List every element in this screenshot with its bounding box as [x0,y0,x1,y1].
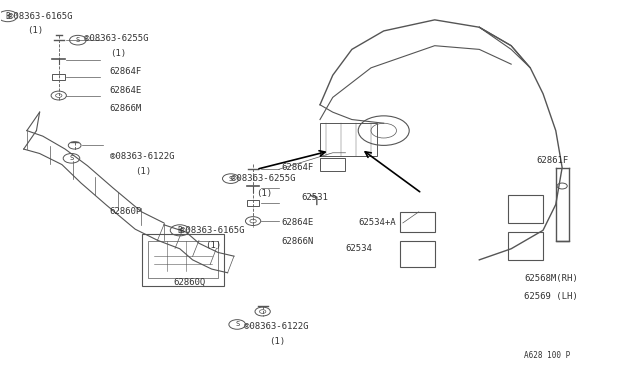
Text: ®08363-6122G: ®08363-6122G [109,152,174,161]
Bar [148,241,218,278]
Text: (1): (1) [269,337,285,346]
Text: 62864F: 62864F [109,67,142,76]
Text: 62568M(RH): 62568M(RH) [524,274,578,283]
Text: (1): (1) [27,26,43,35]
Text: ®08363-6255G: ®08363-6255G [84,34,148,43]
Text: 62860Q: 62860Q [173,278,205,286]
Bar [320,158,346,171]
Text: 62861F: 62861F [537,155,569,165]
Text: S: S [76,37,80,43]
Text: ®08363-6122G: ®08363-6122G [244,322,308,331]
Bar [399,241,435,267]
Bar [320,123,378,157]
Text: 62569 (LH): 62569 (LH) [524,292,578,301]
Text: (1): (1) [205,241,221,250]
Text: 62860P: 62860P [109,207,142,217]
Text: ®08363-6255G: ®08363-6255G [231,174,295,183]
Bar [508,232,543,260]
Text: 62864E: 62864E [282,218,314,227]
Text: 62866M: 62866M [109,104,142,113]
Text: 62531: 62531 [301,193,328,202]
Text: 62864E: 62864E [109,86,142,94]
Text: 62534+A: 62534+A [358,218,396,227]
Bar [52,74,65,80]
Text: B: B [6,12,10,21]
Text: 62534: 62534 [346,244,372,253]
Bar [141,234,225,286]
Bar [246,200,259,206]
Text: (1): (1) [256,189,273,198]
Text: (1): (1) [135,167,151,176]
Text: ®08363-6165G: ®08363-6165G [8,12,72,21]
Text: B: B [177,226,182,235]
Text: 62866N: 62866N [282,237,314,246]
Text: S: S [69,155,74,161]
Text: S: S [235,321,239,327]
Text: 62864F: 62864F [282,163,314,172]
Bar [399,212,435,232]
Text: A628 100 P: A628 100 P [524,351,570,360]
Bar [508,195,543,223]
Text: S: S [228,176,233,182]
Text: ®08363-6165G: ®08363-6165G [180,226,244,235]
Text: (1): (1) [109,49,126,58]
